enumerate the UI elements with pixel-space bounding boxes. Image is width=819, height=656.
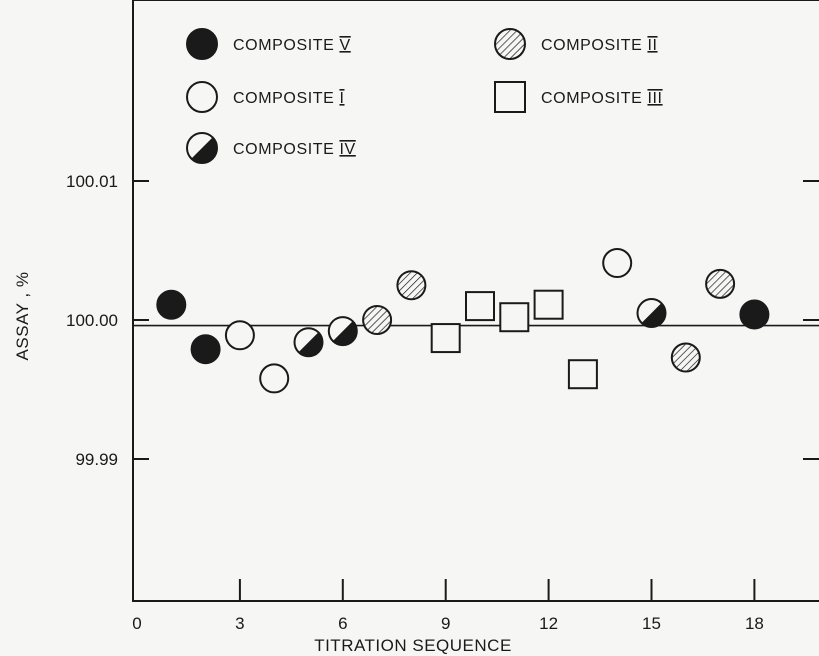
data-point	[670, 342, 701, 373]
legend-marker-icon	[494, 81, 526, 113]
data-point	[190, 334, 221, 365]
legend-marker-icon	[494, 28, 526, 60]
x-tick-label: 0	[132, 614, 141, 633]
legend-numeral: IV	[339, 141, 355, 158]
legend-numeral: I	[339, 90, 344, 107]
data-point	[396, 270, 427, 301]
y-tick-label: 100.01	[66, 172, 118, 191]
legend-numeral: V	[339, 37, 350, 54]
data-point	[705, 268, 736, 299]
x-tick-label: 18	[745, 614, 764, 633]
y-axis-ticks: 99.99 100.00 100.01	[66, 172, 819, 469]
legend-numeral: II	[647, 37, 657, 54]
legend-numeral: III	[647, 90, 662, 107]
x-axis-title: TITRATION SEQUENCE	[314, 636, 512, 655]
plot-frame	[132, 0, 819, 602]
data-point	[499, 302, 530, 333]
data-point	[259, 363, 290, 394]
x-axis-ticks: 0 3 6 9 12 15 18	[132, 579, 764, 633]
y-tick-label: 99.99	[75, 450, 118, 469]
data-points	[156, 248, 770, 394]
x-tick-label: 9	[441, 614, 450, 633]
data-point	[739, 299, 770, 330]
data-point	[327, 316, 358, 347]
data-point	[602, 248, 633, 279]
x-tick-label: 12	[539, 614, 558, 633]
y-axis-title: ASSAY , %	[13, 272, 32, 361]
y-tick-label: 100.00	[66, 311, 118, 330]
legend-marker-icon	[186, 28, 218, 60]
data-point	[533, 289, 564, 320]
legend-label: COMPOSITE IV	[233, 141, 356, 158]
legend-marker-icon	[186, 132, 218, 164]
x-tick-label: 3	[235, 614, 244, 633]
data-point	[465, 291, 495, 322]
legend-label: COMPOSITE V	[233, 37, 351, 54]
data-point	[567, 359, 598, 390]
legend-label: COMPOSITE II	[541, 37, 658, 54]
legend-marker-icon	[186, 81, 218, 113]
data-point	[156, 289, 187, 320]
legend-label: COMPOSITE I	[233, 90, 345, 107]
legend-label: COMPOSITE III	[541, 90, 663, 107]
legend: COMPOSITE V COMPOSITE II COMPOSITE I COMPOS…	[186, 28, 663, 164]
x-tick-label: 15	[642, 614, 661, 633]
data-point	[636, 298, 667, 329]
data-point	[362, 305, 393, 335]
data-point	[430, 323, 461, 354]
data-point	[293, 327, 324, 358]
x-tick-label: 6	[338, 614, 347, 633]
data-point	[224, 320, 255, 351]
